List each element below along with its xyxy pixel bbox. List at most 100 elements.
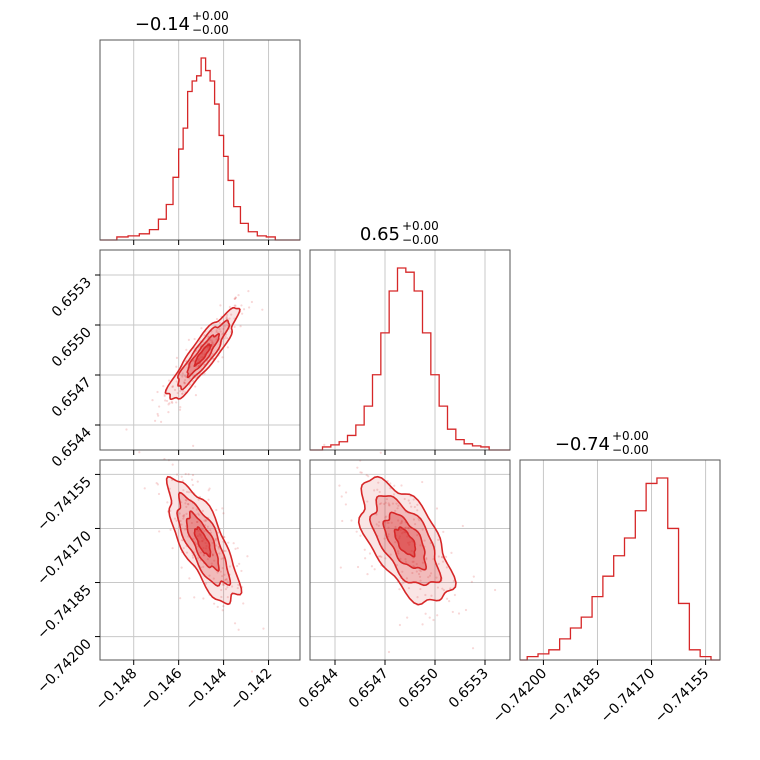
scatter-point xyxy=(173,517,177,520)
ytick-label: −0.74200 xyxy=(34,636,95,697)
scatter-point xyxy=(182,547,185,550)
scatter-point xyxy=(195,508,198,511)
scatter-point xyxy=(442,589,445,592)
scatter-point xyxy=(211,340,214,344)
scatter-point xyxy=(224,579,227,582)
scatter-point xyxy=(233,325,236,329)
scatter-point xyxy=(171,547,174,550)
scatter-point xyxy=(365,474,368,477)
scatter-point xyxy=(200,536,203,539)
scatter-point xyxy=(404,558,407,561)
scatter-point xyxy=(212,577,215,580)
xtick-label: −0.148 xyxy=(93,666,141,714)
scatter-point xyxy=(387,533,390,536)
param-title-sub-2: −0.00 xyxy=(612,443,649,457)
scatter-point xyxy=(366,573,369,576)
scatter-point xyxy=(197,359,200,362)
scatter-point xyxy=(442,530,445,533)
scatter-point xyxy=(158,530,161,533)
scatter-point xyxy=(125,428,128,431)
scatter-point xyxy=(183,381,186,384)
param-title-sub-0: −0.00 xyxy=(192,23,229,37)
scatter-point xyxy=(386,521,389,524)
scatter-point xyxy=(432,618,435,622)
scatter-point xyxy=(405,577,409,580)
scatter-point xyxy=(375,523,378,526)
scatter-point xyxy=(158,405,161,408)
scatter-point xyxy=(179,406,182,409)
scatter-point xyxy=(411,560,414,563)
scatter-point xyxy=(393,484,396,487)
scatter-point xyxy=(378,502,382,506)
scatter-point xyxy=(380,502,383,505)
scatter-point xyxy=(156,483,160,486)
scatter-point xyxy=(445,566,448,569)
scatter-point xyxy=(323,443,326,447)
scatter-point xyxy=(207,489,210,492)
scatter-point xyxy=(178,512,181,515)
scatter-point xyxy=(215,317,219,321)
scatter-point xyxy=(394,509,397,512)
scatter-point xyxy=(383,537,386,540)
scatter-point xyxy=(262,627,265,630)
scatter-point xyxy=(384,516,387,519)
scatter-point xyxy=(418,519,421,522)
scatter-point xyxy=(222,605,225,608)
scatter-point xyxy=(356,565,360,569)
scatter-point xyxy=(226,337,229,340)
contour-level-0 xyxy=(164,306,241,401)
scatter-point xyxy=(397,552,400,555)
scatter-point xyxy=(163,394,166,398)
scatter-point xyxy=(385,515,388,518)
scatter-point xyxy=(183,374,187,378)
scatter-point xyxy=(197,364,200,367)
scatter-point xyxy=(389,482,392,485)
scatter-point xyxy=(242,602,245,605)
scatter-point xyxy=(233,622,237,625)
scatter-point xyxy=(221,583,224,586)
scatter-point xyxy=(224,587,228,591)
scatter-point xyxy=(211,554,214,557)
scatter-point xyxy=(411,571,414,575)
scatter-point xyxy=(202,597,205,600)
ytick-label: 0.6544 xyxy=(49,424,95,470)
scatter-point xyxy=(379,451,382,454)
scatter-point xyxy=(218,321,221,325)
scatter-point xyxy=(389,553,392,556)
scatter-point xyxy=(402,581,405,584)
scatter-point xyxy=(226,586,229,589)
scatter-point xyxy=(359,534,362,537)
scatter-point xyxy=(219,330,222,333)
hist-panel-2 xyxy=(520,477,720,661)
panel-frame-2-0 xyxy=(99,459,301,661)
scatter-point xyxy=(387,521,390,525)
scatter-point xyxy=(217,360,220,363)
scatter-point xyxy=(220,588,223,592)
panel-frame-2-1 xyxy=(309,459,511,661)
scatter-point xyxy=(225,315,228,319)
scatter-point xyxy=(228,317,231,320)
scatter-point xyxy=(183,382,186,385)
scatter-point xyxy=(223,337,226,340)
scatter-point xyxy=(234,547,237,550)
scatter-point xyxy=(408,541,411,544)
scatter-point xyxy=(435,507,439,510)
scatter-point xyxy=(445,597,449,600)
scatter-point xyxy=(261,308,264,311)
scatter-point xyxy=(215,338,218,341)
scatter-point xyxy=(401,570,404,573)
scatter-point xyxy=(341,519,344,523)
scatter-point xyxy=(407,527,410,530)
scatter-point xyxy=(222,549,226,552)
scatter-point xyxy=(221,609,224,612)
scatter-point xyxy=(195,520,199,524)
scatter-point xyxy=(394,541,397,544)
scatter-point xyxy=(234,304,237,307)
scatter-point xyxy=(183,528,186,531)
scatter-point xyxy=(204,582,208,585)
scatter-point xyxy=(228,565,232,568)
scatter-point xyxy=(199,533,202,536)
scatter-point xyxy=(408,543,411,546)
scatter-point xyxy=(398,623,402,627)
scatter-point xyxy=(192,444,195,448)
